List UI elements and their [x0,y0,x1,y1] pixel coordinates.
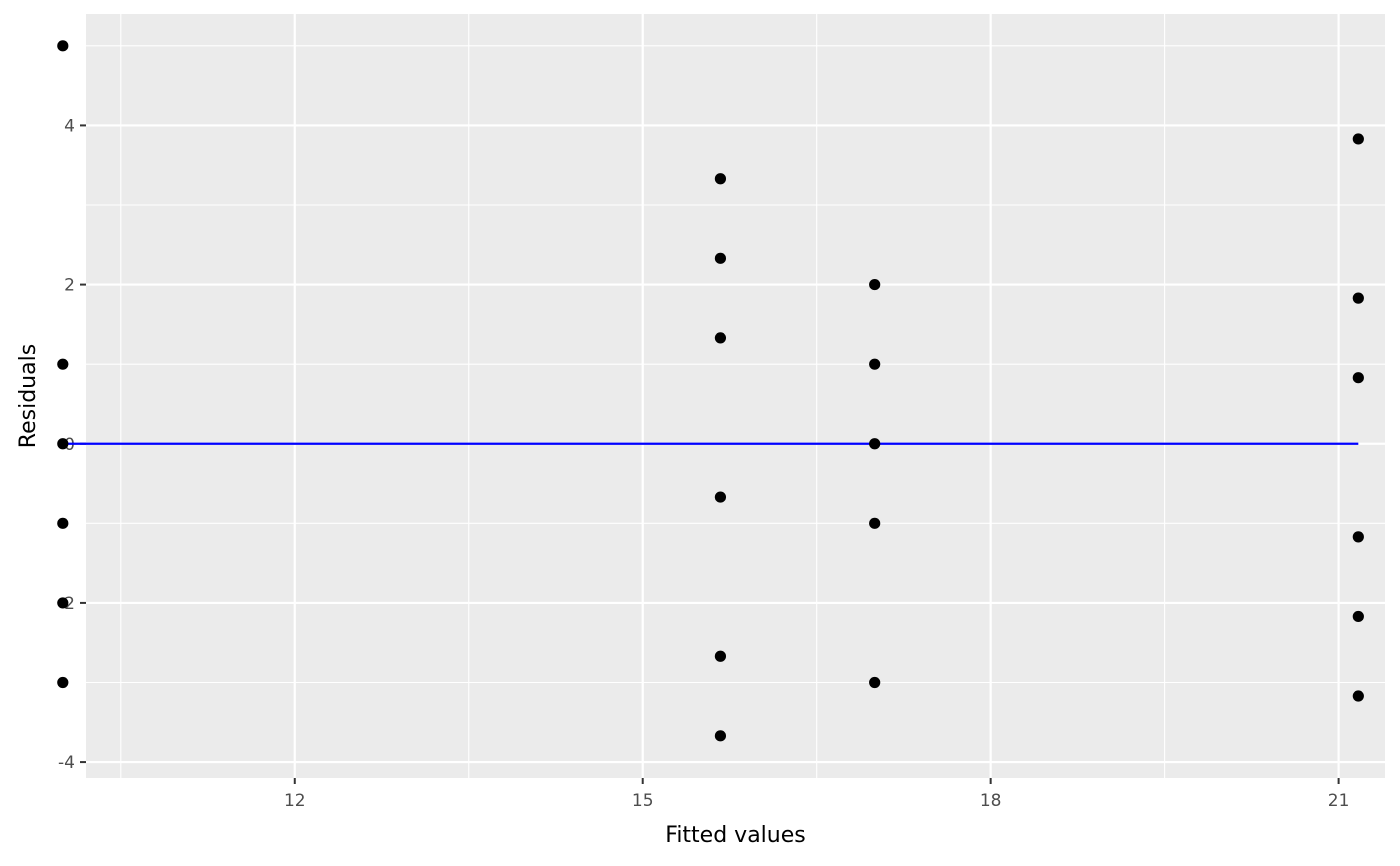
data-point [714,173,727,185]
data-point [57,358,69,370]
minor-gridlines [86,14,1385,778]
data-point [869,278,881,291]
plot-panel [86,14,1385,778]
data-point [57,438,69,450]
data-point [57,676,69,689]
data-point [1352,531,1364,543]
data-point [714,491,727,503]
y-axis-title: Residuals [16,344,41,448]
data-points [57,40,1364,742]
data-point [714,650,727,662]
data-point [57,597,69,609]
data-point [714,332,727,344]
data-point [57,517,69,529]
data-point [1352,610,1364,623]
major-gridlines [86,14,1385,778]
y-tick-label: 2 [64,276,75,296]
y-tick-label: -4 [58,753,75,773]
data-point [714,730,727,742]
data-point [1352,133,1364,145]
data-point [869,438,881,450]
data-point [869,517,881,529]
x-tick-label: 12 [284,791,306,811]
data-point [869,358,881,370]
data-point [1352,372,1364,384]
x-tick-label: 15 [632,791,654,811]
x-tick-label: 21 [1328,791,1350,811]
y-tick-label: 4 [64,116,75,136]
data-point [1352,292,1364,304]
data-point [57,40,69,52]
data-point [869,676,881,689]
data-point [714,252,727,264]
x-axis-title: Fitted values [665,823,805,848]
x-tick-label: 18 [980,791,1002,811]
data-point [1352,690,1364,702]
